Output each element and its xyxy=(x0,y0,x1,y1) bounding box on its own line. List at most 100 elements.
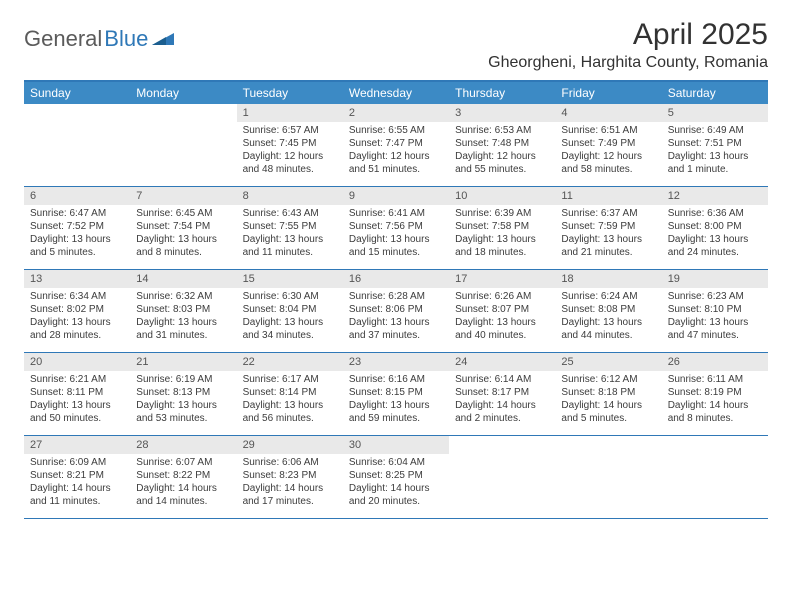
day-details: Sunrise: 6:09 AMSunset: 8:21 PMDaylight:… xyxy=(24,454,130,512)
weekday-label: Wednesday xyxy=(343,82,449,104)
sunrise-text: Sunrise: 6:04 AM xyxy=(349,456,443,469)
sunset-text: Sunset: 7:55 PM xyxy=(243,220,337,233)
sunrise-text: Sunrise: 6:34 AM xyxy=(30,290,124,303)
daylight-text: and 28 minutes. xyxy=(30,329,124,342)
daylight-text: Daylight: 13 hours xyxy=(136,233,230,246)
sunset-text: Sunset: 8:04 PM xyxy=(243,303,337,316)
daylight-text: and 40 minutes. xyxy=(455,329,549,342)
day-details: Sunrise: 6:39 AMSunset: 7:58 PMDaylight:… xyxy=(449,205,555,263)
day-details: Sunrise: 6:17 AMSunset: 8:14 PMDaylight:… xyxy=(237,371,343,429)
daylight-text: and 48 minutes. xyxy=(243,163,337,176)
day-cell: 5Sunrise: 6:49 AMSunset: 7:51 PMDaylight… xyxy=(662,104,768,186)
daylight-text: Daylight: 13 hours xyxy=(349,316,443,329)
daylight-text: Daylight: 14 hours xyxy=(561,399,655,412)
day-details: Sunrise: 6:49 AMSunset: 7:51 PMDaylight:… xyxy=(662,122,768,180)
sunrise-text: Sunrise: 6:45 AM xyxy=(136,207,230,220)
day-number: 18 xyxy=(555,270,661,288)
sunset-text: Sunset: 8:11 PM xyxy=(30,386,124,399)
daylight-text: and 56 minutes. xyxy=(243,412,337,425)
sunset-text: Sunset: 8:23 PM xyxy=(243,469,337,482)
week-row: 6Sunrise: 6:47 AMSunset: 7:52 PMDaylight… xyxy=(24,187,768,270)
daylight-text: Daylight: 14 hours xyxy=(136,482,230,495)
daylight-text: and 44 minutes. xyxy=(561,329,655,342)
daylight-text: Daylight: 13 hours xyxy=(349,233,443,246)
daylight-text: and 15 minutes. xyxy=(349,246,443,259)
day-number: 3 xyxy=(449,104,555,122)
sunrise-text: Sunrise: 6:26 AM xyxy=(455,290,549,303)
sunset-text: Sunset: 8:00 PM xyxy=(668,220,762,233)
day-number: 9 xyxy=(343,187,449,205)
day-details: Sunrise: 6:45 AMSunset: 7:54 PMDaylight:… xyxy=(130,205,236,263)
day-cell: 23Sunrise: 6:16 AMSunset: 8:15 PMDayligh… xyxy=(343,353,449,435)
week-row: 27Sunrise: 6:09 AMSunset: 8:21 PMDayligh… xyxy=(24,436,768,519)
day-cell: 16Sunrise: 6:28 AMSunset: 8:06 PMDayligh… xyxy=(343,270,449,352)
sunrise-text: Sunrise: 6:55 AM xyxy=(349,124,443,137)
day-details: Sunrise: 6:23 AMSunset: 8:10 PMDaylight:… xyxy=(662,288,768,346)
daylight-text: Daylight: 13 hours xyxy=(349,399,443,412)
day-details: Sunrise: 6:19 AMSunset: 8:13 PMDaylight:… xyxy=(130,371,236,429)
day-number: 21 xyxy=(130,353,236,371)
daylight-text: Daylight: 14 hours xyxy=(349,482,443,495)
daylight-text: Daylight: 13 hours xyxy=(30,399,124,412)
daylight-text: and 14 minutes. xyxy=(136,495,230,508)
daylight-text: and 59 minutes. xyxy=(349,412,443,425)
daylight-text: and 1 minute. xyxy=(668,163,762,176)
sunset-text: Sunset: 8:06 PM xyxy=(349,303,443,316)
daylight-text: Daylight: 13 hours xyxy=(561,233,655,246)
calendar-table: Sunday Monday Tuesday Wednesday Thursday… xyxy=(24,80,768,519)
day-details: Sunrise: 6:24 AMSunset: 8:08 PMDaylight:… xyxy=(555,288,661,346)
sunset-text: Sunset: 8:03 PM xyxy=(136,303,230,316)
day-number: 22 xyxy=(237,353,343,371)
daylight-text: Daylight: 13 hours xyxy=(136,399,230,412)
logo-text-general: General xyxy=(24,26,102,52)
sunrise-text: Sunrise: 6:57 AM xyxy=(243,124,337,137)
day-cell: 1Sunrise: 6:57 AMSunset: 7:45 PMDaylight… xyxy=(237,104,343,186)
day-cell: 22Sunrise: 6:17 AMSunset: 8:14 PMDayligh… xyxy=(237,353,343,435)
daylight-text: and 37 minutes. xyxy=(349,329,443,342)
day-number: 27 xyxy=(24,436,130,454)
day-cell: 9Sunrise: 6:41 AMSunset: 7:56 PMDaylight… xyxy=(343,187,449,269)
day-number: 25 xyxy=(555,353,661,371)
day-number: 13 xyxy=(24,270,130,288)
sunset-text: Sunset: 8:17 PM xyxy=(455,386,549,399)
sunrise-text: Sunrise: 6:53 AM xyxy=(455,124,549,137)
day-number: 2 xyxy=(343,104,449,122)
day-cell: 8Sunrise: 6:43 AMSunset: 7:55 PMDaylight… xyxy=(237,187,343,269)
day-number: 11 xyxy=(555,187,661,205)
day-details: Sunrise: 6:21 AMSunset: 8:11 PMDaylight:… xyxy=(24,371,130,429)
weekday-label: Thursday xyxy=(449,82,555,104)
logo: GeneralBlue xyxy=(24,18,174,52)
day-cell: 12Sunrise: 6:36 AMSunset: 8:00 PMDayligh… xyxy=(662,187,768,269)
sunrise-text: Sunrise: 6:11 AM xyxy=(668,373,762,386)
weekday-label: Tuesday xyxy=(237,82,343,104)
daylight-text: Daylight: 13 hours xyxy=(30,316,124,329)
calendar-page: GeneralBlue April 2025 Gheorgheni, Hargh… xyxy=(0,0,792,519)
day-number: 17 xyxy=(449,270,555,288)
sunset-text: Sunset: 7:58 PM xyxy=(455,220,549,233)
day-number: 23 xyxy=(343,353,449,371)
sunrise-text: Sunrise: 6:49 AM xyxy=(668,124,762,137)
month-title: April 2025 xyxy=(488,18,768,52)
day-number: 19 xyxy=(662,270,768,288)
daylight-text: and 50 minutes. xyxy=(30,412,124,425)
day-number: 1 xyxy=(237,104,343,122)
day-details: Sunrise: 6:37 AMSunset: 7:59 PMDaylight:… xyxy=(555,205,661,263)
daylight-text: and 5 minutes. xyxy=(561,412,655,425)
day-details: Sunrise: 6:57 AMSunset: 7:45 PMDaylight:… xyxy=(237,122,343,180)
sunset-text: Sunset: 7:48 PM xyxy=(455,137,549,150)
daylight-text: and 47 minutes. xyxy=(668,329,762,342)
day-number: 7 xyxy=(130,187,236,205)
daylight-text: Daylight: 13 hours xyxy=(136,316,230,329)
sunrise-text: Sunrise: 6:14 AM xyxy=(455,373,549,386)
logo-text-blue: Blue xyxy=(104,26,148,52)
sunrise-text: Sunrise: 6:19 AM xyxy=(136,373,230,386)
day-cell: 30Sunrise: 6:04 AMSunset: 8:25 PMDayligh… xyxy=(343,436,449,518)
daylight-text: and 20 minutes. xyxy=(349,495,443,508)
sunrise-text: Sunrise: 6:21 AM xyxy=(30,373,124,386)
week-row: 1Sunrise: 6:57 AMSunset: 7:45 PMDaylight… xyxy=(24,104,768,187)
daylight-text: and 51 minutes. xyxy=(349,163,443,176)
day-cell: 28Sunrise: 6:07 AMSunset: 8:22 PMDayligh… xyxy=(130,436,236,518)
day-details: Sunrise: 6:28 AMSunset: 8:06 PMDaylight:… xyxy=(343,288,449,346)
sunrise-text: Sunrise: 6:47 AM xyxy=(30,207,124,220)
day-cell: 14Sunrise: 6:32 AMSunset: 8:03 PMDayligh… xyxy=(130,270,236,352)
